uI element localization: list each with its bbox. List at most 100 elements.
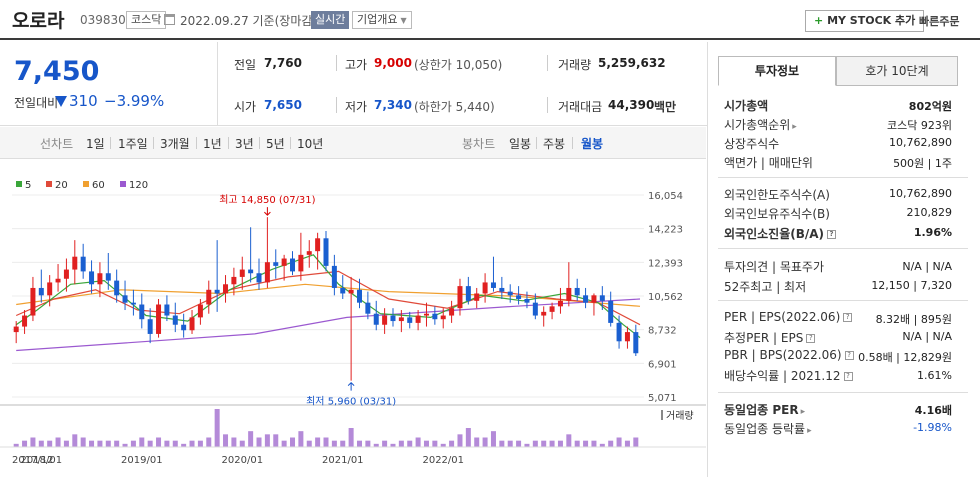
- candle-weekly[interactable]: 주봉: [543, 137, 566, 151]
- volume-label: 거래량: [558, 58, 592, 72]
- diff-label: 전일대비: [14, 96, 59, 110]
- candle-body: [114, 280, 120, 296]
- volume-bar: [499, 440, 505, 447]
- candle-body: [557, 300, 563, 307]
- help-icon[interactable]: ?: [844, 351, 854, 360]
- help-icon[interactable]: ?: [843, 372, 853, 381]
- y-tick-label: 5,071: [648, 393, 677, 404]
- plus-icon: +: [814, 14, 824, 27]
- candle-body: [599, 295, 605, 301]
- tab-invest-info[interactable]: 투자정보: [718, 56, 836, 86]
- divider: [547, 55, 548, 71]
- add-mystock-button[interactable]: + MY STOCK 추가: [805, 10, 925, 32]
- candle-daily[interactable]: 일봉: [509, 137, 532, 151]
- volume-value: 5,259,632: [598, 56, 666, 70]
- candle-body: [398, 317, 404, 322]
- candle-body: [356, 289, 362, 303]
- realtime-button[interactable]: 실시간: [311, 11, 350, 29]
- candle-body: [415, 315, 421, 323]
- volume-bar: [139, 437, 145, 447]
- foreign-limit-value: 10,762,890: [889, 187, 952, 200]
- legend-label-120: 120: [129, 180, 148, 191]
- candle-body: [382, 315, 388, 325]
- volume-bar: [97, 440, 103, 447]
- stock-header: [0, 0, 980, 40]
- candle-body: [490, 282, 496, 288]
- volume-bar: [566, 434, 572, 447]
- industry-per-value: 4.16배: [914, 404, 952, 417]
- company-overview-dropdown[interactable]: 기업개요 ▼: [352, 11, 412, 29]
- period-5y[interactable]: 5년: [266, 137, 285, 151]
- tab-order-book[interactable]: 호가 10단계: [836, 56, 958, 86]
- volume-bar: [315, 437, 321, 447]
- period-1y[interactable]: 1년: [203, 137, 222, 151]
- right-panel: [707, 42, 980, 477]
- legend-label-20: 20: [55, 180, 68, 191]
- volume-bar: [541, 440, 547, 447]
- candle-body: [323, 238, 329, 266]
- period-1d[interactable]: 1일: [86, 137, 105, 151]
- y-tick-label: 10,562: [648, 292, 683, 303]
- candle-body: [130, 302, 136, 305]
- foreign-hold-value: 210,829: [906, 206, 953, 219]
- opinion-value: N/A | N/A: [902, 260, 952, 273]
- calendar-icon: [164, 14, 175, 25]
- period-10y[interactable]: 10년: [297, 137, 324, 151]
- quick-order-link[interactable]: 빠른주문: [919, 15, 960, 28]
- candle-monthly[interactable]: 월봉: [581, 137, 604, 151]
- help-icon[interactable]: ?: [843, 313, 853, 322]
- period-toolbar: [0, 127, 706, 159]
- price-chart[interactable]: 5 20 60 120 16,054 14,223 12,393 10,562 8,732 6,…: [0, 175, 706, 477]
- period-3y[interactable]: 3년: [235, 137, 254, 151]
- cap-rank-link[interactable]: 시가총액순위 ▸: [724, 116, 797, 133]
- industry-per-link[interactable]: 동일업종 PER ▸: [724, 401, 805, 418]
- volume-bar: [164, 440, 170, 447]
- pbr-label: PBR | BPS(2022.06): [724, 348, 842, 362]
- period-3m[interactable]: 3개월: [160, 137, 190, 151]
- candle-body: [583, 295, 589, 303]
- candle-body: [290, 258, 296, 272]
- cap-rank-value: 코스닥 923위: [887, 119, 952, 132]
- div-row: 배당수익률 | 2021.12?: [724, 367, 853, 384]
- x-tick-label: 2019/01: [121, 455, 163, 466]
- divider: [336, 97, 337, 113]
- help-icon[interactable]: ?: [827, 230, 837, 239]
- market-tag: 코스닥: [126, 11, 167, 29]
- volume-bar: [348, 428, 354, 447]
- period-1w[interactable]: 1주일: [118, 137, 148, 151]
- help-icon[interactable]: ?: [806, 334, 816, 343]
- stock-name: 오로라: [12, 10, 65, 32]
- volume-bar: [38, 440, 44, 447]
- candle-body: [206, 289, 212, 305]
- y-tick-label: 16,054: [648, 191, 683, 202]
- industry-rate-link[interactable]: 동일업종 등락률 ▸: [724, 420, 812, 437]
- week52-label: 52주최고 | 최저: [724, 280, 807, 294]
- divider: [153, 137, 154, 149]
- volume-bar: [465, 428, 471, 447]
- divider: [110, 137, 111, 149]
- candle-body: [624, 332, 630, 342]
- candle-body: [474, 293, 480, 301]
- candle-body: [38, 287, 44, 296]
- y-tick-label: 12,393: [648, 258, 683, 269]
- y-tick-label: 14,223: [648, 225, 683, 236]
- x-tick-label: 2020/01: [222, 455, 264, 466]
- candle-body: [172, 315, 178, 325]
- upper-limit: (상한가 10,050): [414, 58, 503, 72]
- volume-bar: [549, 440, 555, 447]
- volume-bar: [440, 443, 446, 447]
- ma-line-60: [16, 283, 641, 307]
- candle-body: [281, 258, 287, 266]
- y-tick-label: 8,732: [648, 326, 677, 337]
- divider: [718, 248, 968, 249]
- chevron-right-icon: ▸: [800, 407, 806, 417]
- volume-bar: [583, 440, 589, 447]
- week52-value: 12,150 | 7,320: [871, 279, 952, 292]
- low-label: 저가: [345, 100, 368, 114]
- divider: [718, 392, 968, 393]
- x-tick-label: 2022/01: [422, 455, 464, 466]
- candle-body: [13, 326, 19, 333]
- volume-bar: [72, 434, 78, 447]
- candle-body: [432, 313, 438, 320]
- volume-bar: [105, 440, 111, 447]
